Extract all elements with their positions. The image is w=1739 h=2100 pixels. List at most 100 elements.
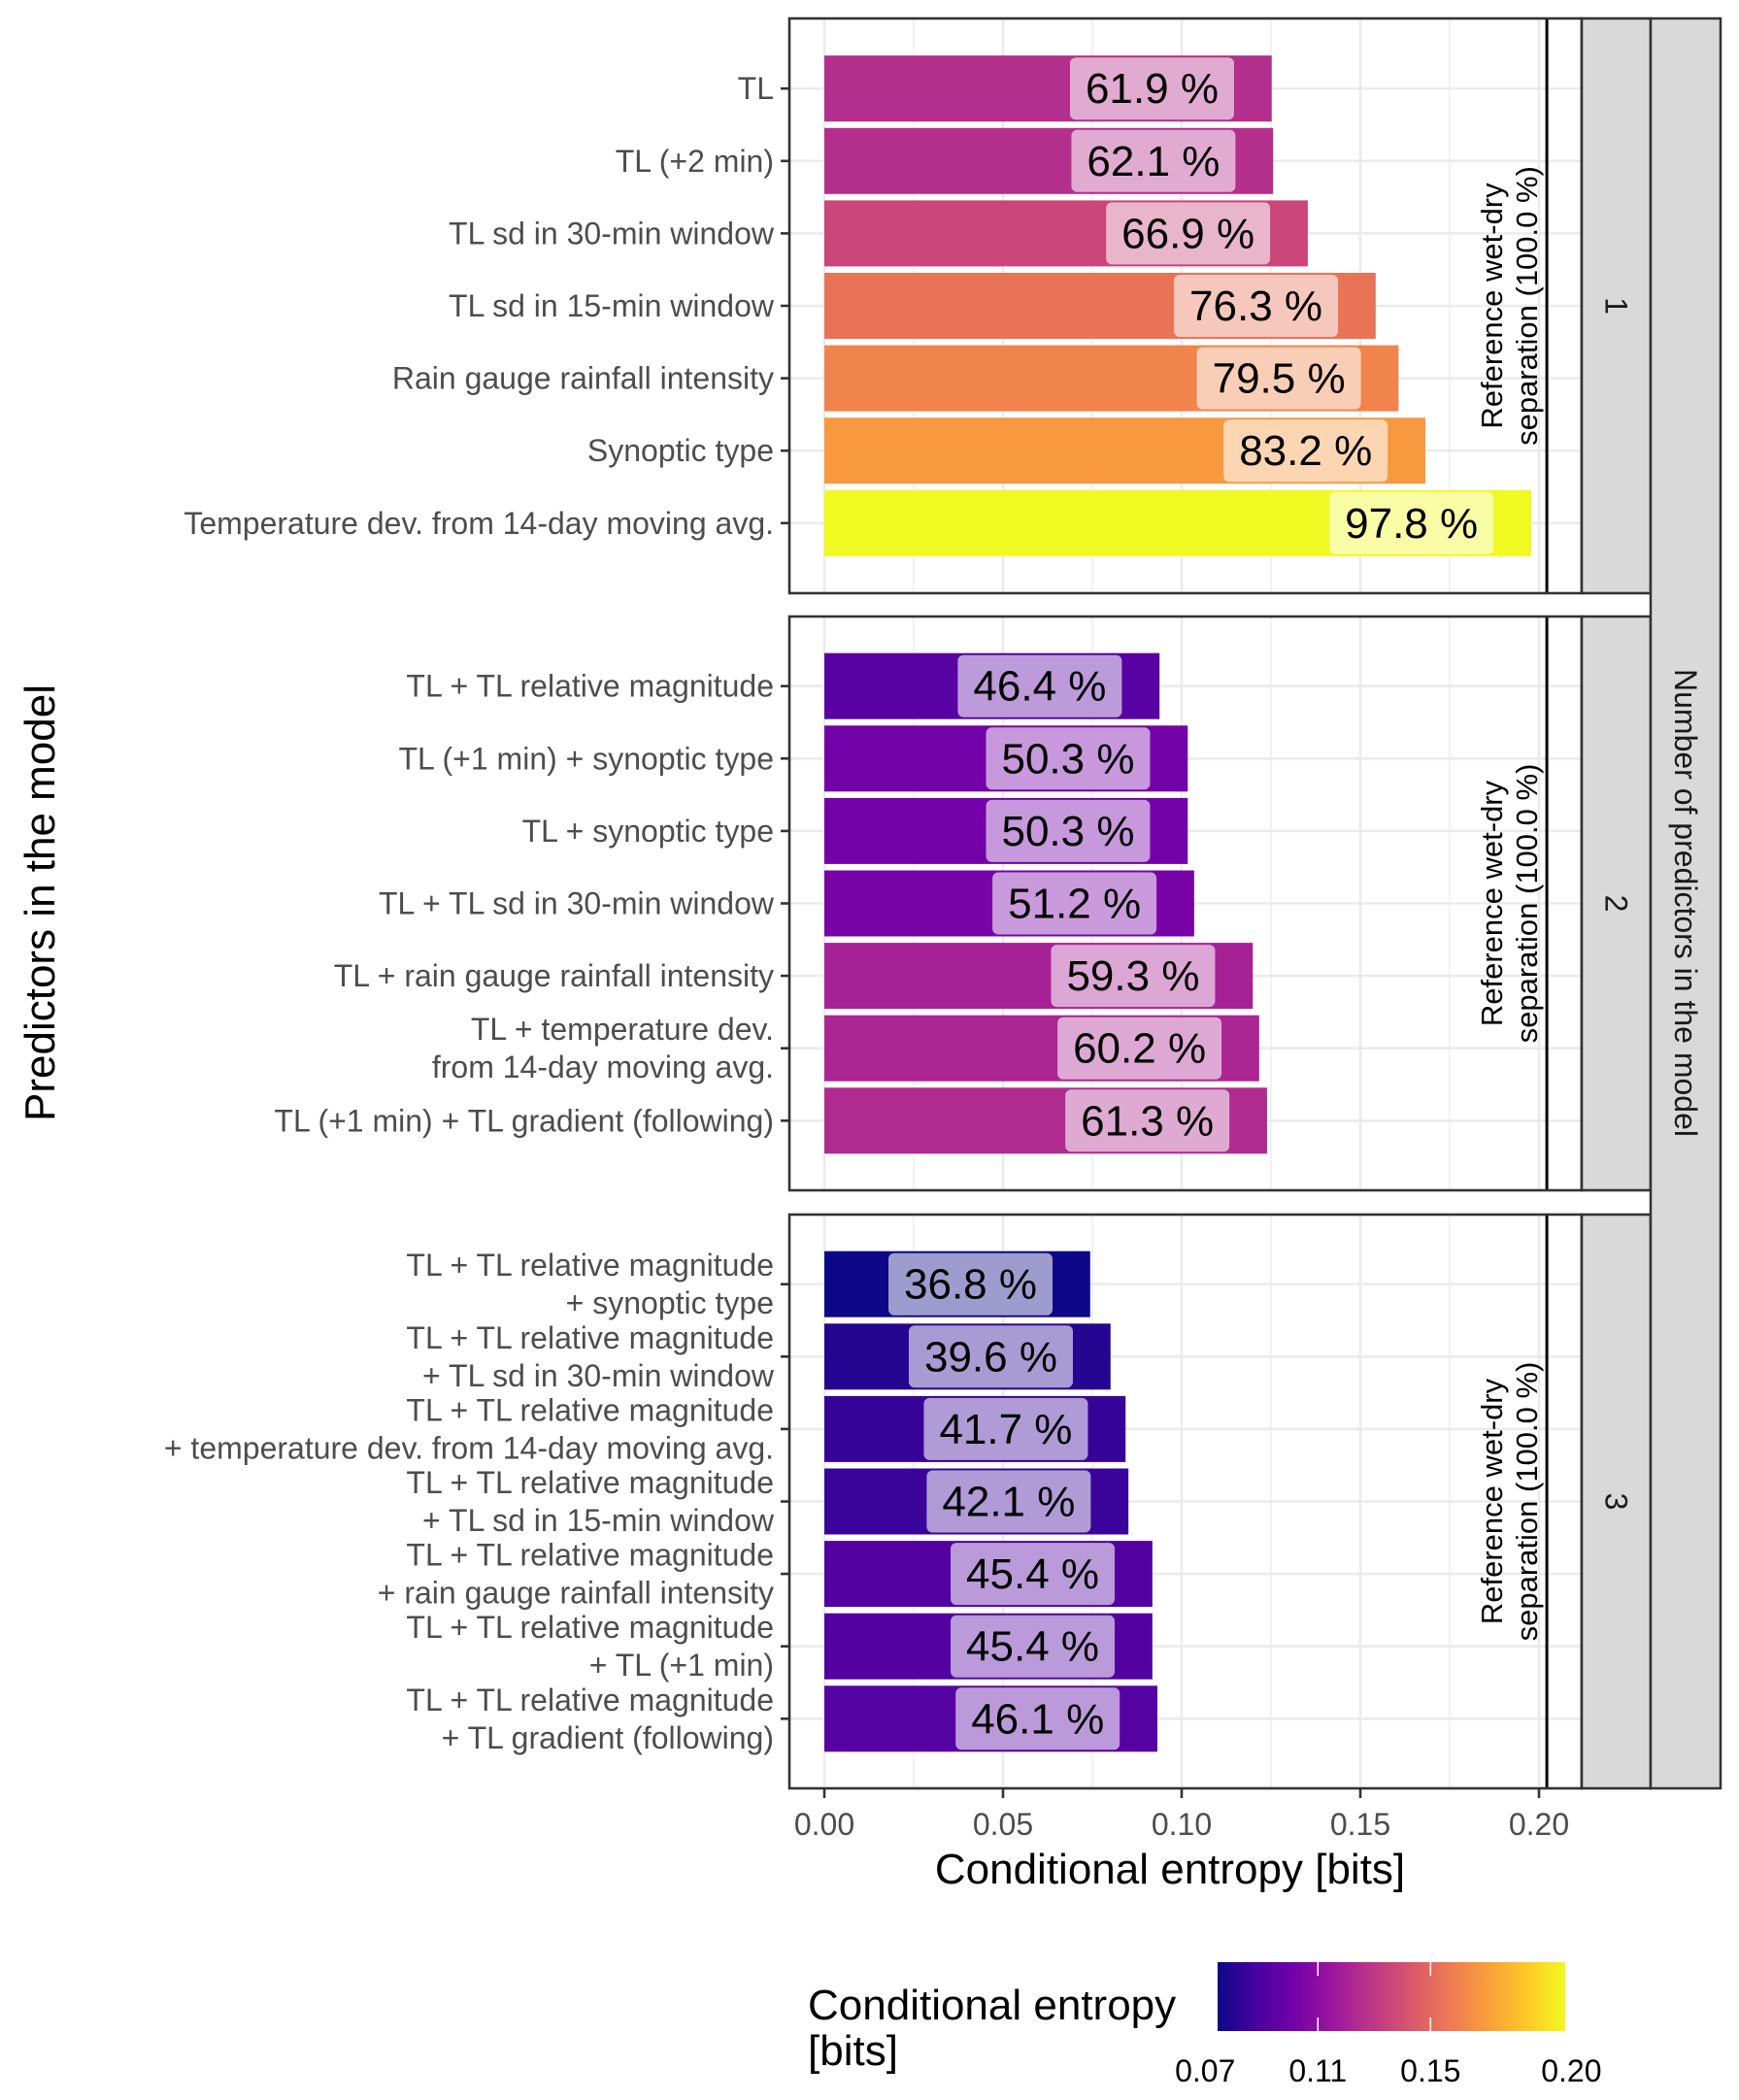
outer-strip-background: [1649, 17, 1722, 1790]
y-tick-label: TL + TL sd in 30-min window: [379, 886, 775, 921]
y-tick-label: TL (+1 min) + synoptic type: [398, 741, 774, 776]
bar-label-box: [926, 1470, 1091, 1533]
x-tick-label: 0.10: [1152, 1807, 1212, 1842]
bar-value-label: 45.4 %: [966, 1623, 1099, 1671]
facet-strip-label: 2: [1599, 895, 1634, 913]
bar-label-box: [1069, 57, 1234, 120]
y-tick-label: TL + TL relative magnitude: [406, 1392, 774, 1427]
y-tick-label: Temperature dev. from 14-day moving avg.: [184, 506, 774, 541]
y-tick-label: TL: [738, 71, 774, 106]
bar-value-label: 62.1 %: [1087, 138, 1220, 185]
facet-panel-1: 61.9 % TL 62.1 % TL (+2 min) 66.9 % TL sd in …: [184, 17, 1653, 595]
bar-label-box: [1071, 129, 1236, 192]
bar-value-label: 41.7 %: [939, 1406, 1072, 1453]
bar-value-label: 61.9 %: [1086, 65, 1219, 113]
bar-value-label: 79.5 %: [1213, 355, 1346, 403]
bar-label-box: [951, 1615, 1116, 1678]
legend-tick-label: 0.07: [1175, 2053, 1235, 2088]
reference-label-line1: Reference wet-dry: [1475, 1378, 1509, 1624]
facet-strip: [1580, 615, 1653, 1192]
facet-panels: 61.9 % TL 62.1 % TL (+2 min) 66.9 % TL sd in …: [164, 17, 1653, 1790]
facet-strip-label: 3: [1599, 1493, 1634, 1511]
bar-label-box: [1051, 945, 1216, 1008]
y-tick-label: TL + TL relative magnitude: [406, 1320, 774, 1355]
y-tick-label: TL + TL relative magnitude: [406, 1610, 774, 1645]
bar-label-box: [908, 1325, 1073, 1388]
y-tick-label: + rain gauge rainfall intensity: [378, 1576, 774, 1611]
y-tick-label: + synoptic type: [566, 1285, 774, 1320]
bar-label-box: [986, 799, 1151, 862]
y-tick-label: TL + rain gauge rainfall intensity: [334, 958, 774, 993]
facet-panel-2: 46.4 % TL + TL relative magnitude 50.3 % TL…: [274, 615, 1653, 1192]
bar-value-label: 60.2 %: [1073, 1025, 1206, 1073]
y-tick-label: + TL sd in 30-min window: [422, 1358, 775, 1393]
outer-strip-label: Number of predictors in the model: [1668, 669, 1703, 1137]
facet-strip-label: 1: [1599, 297, 1634, 315]
reference-label-line1: Reference wet-dry: [1475, 780, 1509, 1026]
bar-value-label: 45.4 %: [966, 1550, 1099, 1598]
x-tick-label: 0.05: [973, 1807, 1033, 1842]
bar-label-box: [1065, 1089, 1230, 1152]
bar-value-label: 50.3 %: [1001, 735, 1134, 783]
bar-value-label: 42.1 %: [942, 1479, 1075, 1526]
bar-value-label: 39.6 %: [924, 1333, 1057, 1381]
reference-label-line1: Reference wet-dry: [1475, 183, 1509, 429]
legend-ticks: 0.07 0.11 0.15 0.20: [1175, 1962, 1602, 2088]
y-tick-label: TL (+2 min): [616, 144, 774, 179]
legend-title-line2: [bits]: [808, 2027, 898, 2075]
facet-panel-3: 36.8 %TL + TL relative magnitude+ synopt…: [164, 1213, 1653, 1790]
legend-colorbar: [1218, 1962, 1565, 2031]
y-tick-label: from 14-day moving avg.: [432, 1050, 774, 1084]
bar-label-box: [1174, 275, 1339, 337]
legend-tick-label: 0.11: [1288, 2053, 1347, 2088]
bar-value-label: 66.9 %: [1121, 210, 1254, 257]
y-tick-label: TL + synoptic type: [522, 814, 774, 849]
reference-label-line2: separation (100.0 %): [1510, 166, 1544, 446]
y-tick-label: + TL gradient (following): [442, 1720, 774, 1755]
bar-label-box: [1057, 1017, 1222, 1080]
y-tick-label: TL + TL relative magnitude: [406, 1538, 774, 1573]
bar-value-label: 76.3 %: [1189, 283, 1322, 330]
x-axis: 0.00 0.05 0.10 0.15 0.20: [794, 1788, 1569, 1842]
bar-label-box: [1223, 419, 1388, 483]
bar-value-label: 51.2 %: [1008, 881, 1141, 928]
y-tick-label: TL + TL relative magnitude: [406, 1465, 774, 1500]
bar-label-box: [888, 1252, 1053, 1316]
y-tick-label: + TL sd in 15-min window: [422, 1503, 775, 1538]
reference-label-line2: separation (100.0 %): [1510, 1362, 1544, 1642]
y-tick-label: TL sd in 15-min window: [449, 288, 775, 323]
bar-label-box: [923, 1397, 1088, 1460]
bar-value-label: 46.4 %: [973, 663, 1106, 711]
bar-value-label: 97.8 %: [1345, 500, 1478, 548]
bar-label-box: [1329, 491, 1494, 554]
bar-value-label: 50.3 %: [1001, 808, 1134, 855]
x-tick-label: 0.20: [1509, 1807, 1569, 1842]
x-tick-label: 0.00: [794, 1807, 854, 1842]
bar-label-box: [986, 727, 1151, 790]
bar-label-box: [957, 654, 1122, 717]
y-axis-title: Predictors in the model: [17, 684, 64, 1121]
legend-tick-label: 0.20: [1541, 2053, 1601, 2088]
outer-facet-strip: Number of predictors in the model: [1649, 17, 1722, 1790]
y-tick-label: Synoptic type: [587, 433, 774, 468]
y-tick-label: + temperature dev. from 14-day moving av…: [164, 1430, 774, 1465]
color-legend: Conditional entropy [bits] 0.07 0.11 0.15 0…: [808, 1962, 1602, 2088]
bar-label-box: [1106, 202, 1271, 265]
y-tick-label: TL + temperature dev.: [471, 1012, 774, 1047]
legend-tick-label: 0.15: [1400, 2053, 1460, 2088]
y-tick-label: + TL (+1 min): [589, 1648, 774, 1683]
bar-value-label: 46.1 %: [971, 1695, 1104, 1743]
bar-label-box: [955, 1687, 1120, 1750]
y-tick-label: TL + TL relative magnitude: [406, 1248, 774, 1283]
y-tick-label: Rain gauge rainfall intensity: [392, 361, 774, 396]
bar-label-box: [1196, 347, 1361, 410]
bar-value-label: 61.3 %: [1081, 1097, 1214, 1145]
x-axis-title: Conditional entropy [bits]: [935, 1846, 1405, 1893]
y-tick-label: TL + TL relative magnitude: [406, 1683, 774, 1717]
bar-value-label: 83.2 %: [1239, 427, 1372, 475]
bar-value-label: 36.8 %: [904, 1261, 1037, 1309]
y-tick-label: TL (+1 min) + TL gradient (following): [274, 1103, 774, 1138]
facet-strip: [1580, 17, 1653, 595]
y-tick-label: TL + TL relative magnitude: [406, 669, 774, 704]
